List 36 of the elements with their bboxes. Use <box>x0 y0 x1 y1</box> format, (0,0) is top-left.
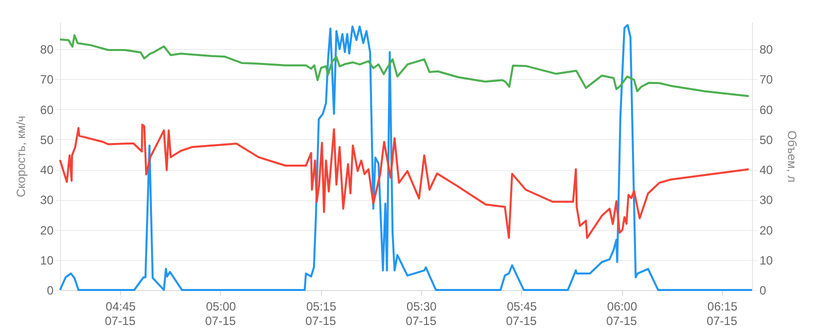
y2-tick-label: 10 <box>760 253 774 268</box>
y-tick-label: 40 <box>40 163 54 178</box>
y-tick-label: 60 <box>40 102 54 117</box>
y2-tick-label: 70 <box>760 72 774 87</box>
y-tick-label: 50 <box>40 132 54 147</box>
text: 07-15 <box>305 314 336 328</box>
y2-axis-title: Объем, л <box>784 130 799 182</box>
text: 07-15 <box>205 314 236 328</box>
y2-tick-label: 40 <box>760 163 774 178</box>
y2-tick-label: 20 <box>760 223 774 238</box>
y-tick-label: 30 <box>40 193 54 208</box>
y-tick-label: 0 <box>46 284 54 298</box>
text: 07-15 <box>706 314 738 328</box>
x-tick-label: 04:45 <box>106 300 136 314</box>
y2-tick-label: 60 <box>760 102 774 117</box>
y2-tick-label: 30 <box>760 193 774 208</box>
line-series <box>59 34 750 98</box>
y-tick-label: 70 <box>40 72 54 87</box>
x-tick-label: 05:00 <box>206 300 236 314</box>
y-axis-title: Скорость, км/ч <box>14 116 28 198</box>
y-tick-label: 80 <box>40 42 54 57</box>
text: 07-15 <box>104 314 136 328</box>
x-tick-label: 05:30 <box>406 300 437 314</box>
x-tick-label: 06:15 <box>707 300 738 314</box>
text: 07-15 <box>406 314 437 328</box>
x-tick-label: 05:45 <box>506 300 538 314</box>
text: 07-15 <box>506 314 537 328</box>
y-tick-label: 10 <box>40 253 54 268</box>
y2-tick-label: 0 <box>760 284 766 298</box>
x-tick-label: 05:15 <box>306 300 337 314</box>
line-series <box>59 124 750 239</box>
y2-tick-label: 50 <box>760 132 774 147</box>
x-tick-label: 06:00 <box>607 300 638 314</box>
y-tick-label: 20 <box>40 223 54 238</box>
y2-tick-label: 80 <box>760 42 774 57</box>
text: 07-15 <box>606 314 638 328</box>
